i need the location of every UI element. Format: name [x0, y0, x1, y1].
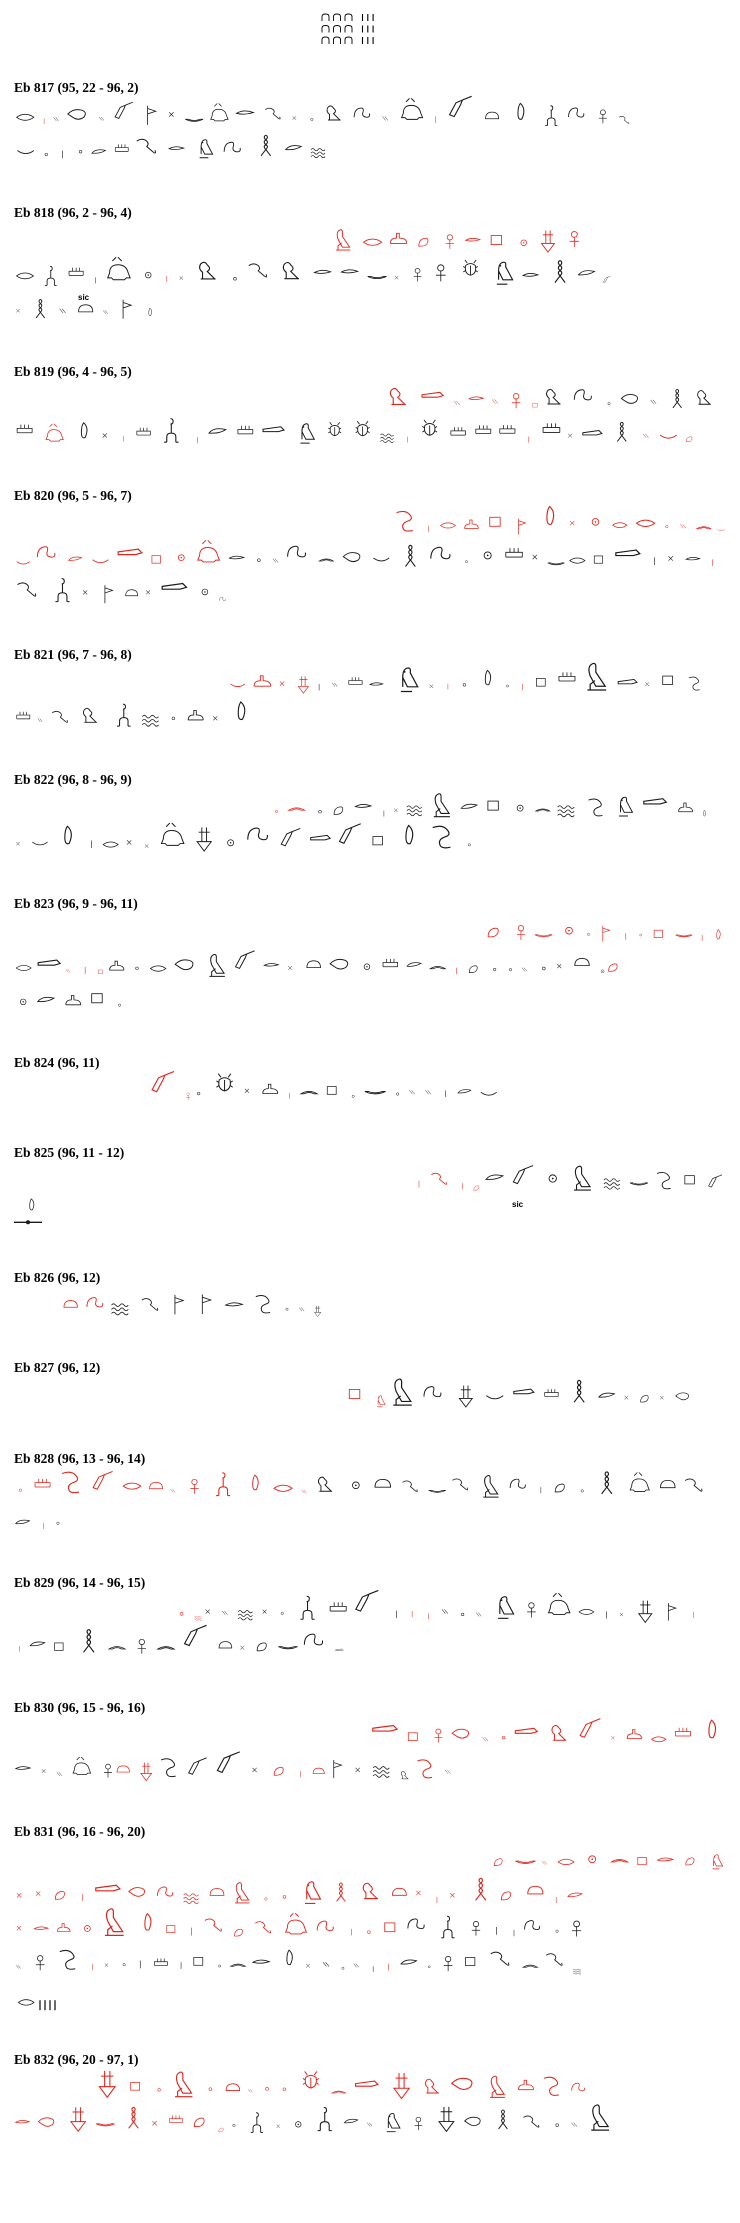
svg-text:sic: sic [512, 1200, 524, 1209]
svg-text:sic: sic [78, 293, 90, 302]
